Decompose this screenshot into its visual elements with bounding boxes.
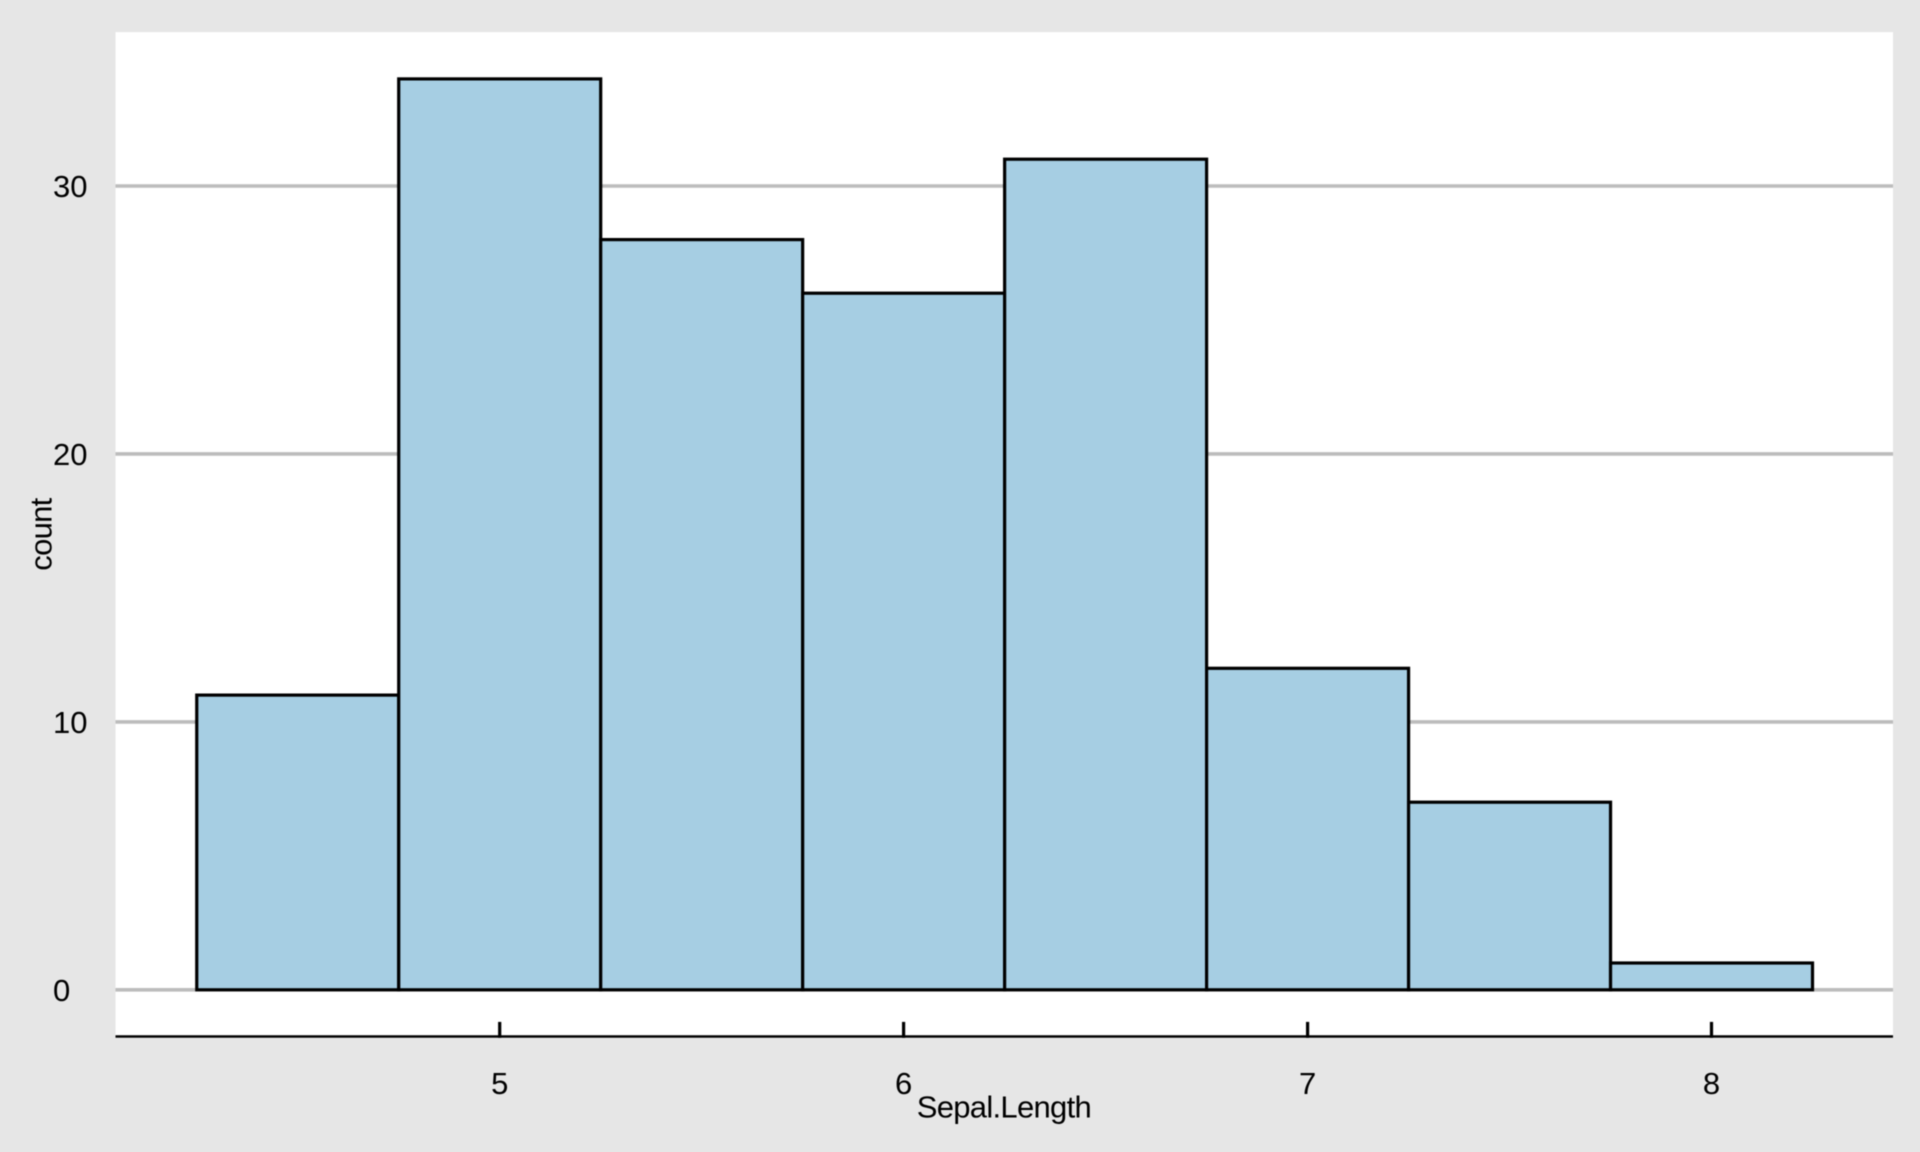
svg-text:5: 5 xyxy=(491,1066,508,1101)
svg-text:10: 10 xyxy=(53,705,87,740)
svg-text:30: 30 xyxy=(53,169,87,204)
svg-text:0: 0 xyxy=(53,973,70,1008)
svg-text:20: 20 xyxy=(53,437,87,472)
svg-text:6: 6 xyxy=(895,1066,912,1101)
svg-text:7: 7 xyxy=(1299,1066,1316,1101)
svg-text:8: 8 xyxy=(1703,1066,1720,1101)
svg-text:Sepal.Length: Sepal.Length xyxy=(917,1090,1092,1125)
svg-text:count: count xyxy=(24,497,59,570)
